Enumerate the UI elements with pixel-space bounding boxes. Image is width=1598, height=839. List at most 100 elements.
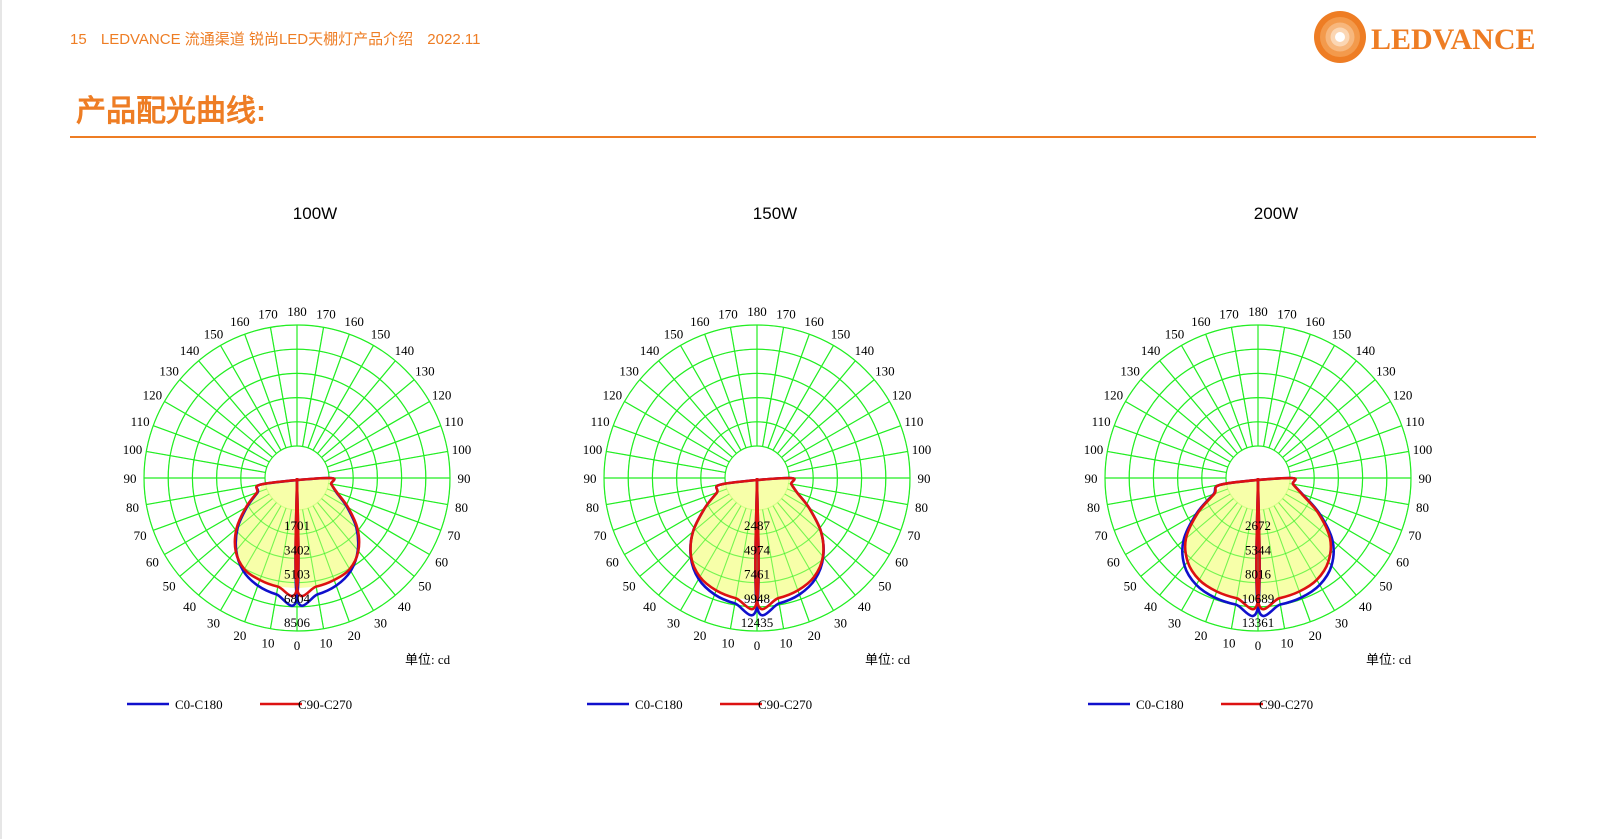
grid-spoke-overlay bbox=[772, 345, 834, 451]
grid-spoke-overlay bbox=[1114, 488, 1229, 531]
angle-label: 130 bbox=[1376, 364, 1396, 379]
angle-label: 80 bbox=[1087, 500, 1100, 515]
grid-spoke-overlay bbox=[328, 450, 448, 473]
angle-label: 160 bbox=[804, 314, 824, 329]
grid-spoke-overlay bbox=[179, 498, 273, 577]
grid-spoke-overlay bbox=[1273, 505, 1335, 611]
grid-spoke-overlay bbox=[1159, 502, 1238, 596]
angle-label: 0 bbox=[294, 638, 301, 653]
angle-label: 170 bbox=[1277, 307, 1297, 322]
grid-spoke-overlay bbox=[146, 450, 266, 473]
angle-label: 110 bbox=[131, 414, 150, 429]
grid-spoke-overlay bbox=[606, 450, 726, 473]
polar-chart-200w: 2672 5344 8016 10689 13361 0 10 10 20 20 30 30 40 40 5… bbox=[1084, 304, 1433, 712]
angle-label: 100 bbox=[912, 442, 932, 457]
grid-spoke-overlay bbox=[613, 425, 728, 468]
grid-spoke-overlay bbox=[788, 450, 908, 473]
grid-spoke-overlay bbox=[220, 345, 282, 451]
angle-label: 160 bbox=[230, 314, 250, 329]
logo-wordmark: LEDVANCE bbox=[1371, 23, 1536, 56]
grid-ring-overlay bbox=[1177, 397, 1339, 559]
angle-label: 100 bbox=[452, 442, 472, 457]
legend-label: C90-C270 bbox=[758, 697, 812, 712]
grid-spoke-overlay bbox=[777, 502, 856, 596]
polar-chart-150w: 2487 4974 7461 9948 12435 0 10 10 20 20 30 30 40 40 50… bbox=[583, 304, 932, 712]
angle-label: 100 bbox=[1084, 442, 1104, 457]
angle-label: 50 bbox=[878, 578, 891, 593]
grid-ring-overlay bbox=[1104, 324, 1412, 632]
grid-spoke-overlay bbox=[777, 360, 856, 454]
angle-label: 10 bbox=[262, 635, 275, 650]
angle-label: 10 bbox=[1280, 635, 1293, 650]
angle-label: 60 bbox=[895, 555, 908, 570]
angle-label: 90 bbox=[124, 471, 137, 486]
grid-spoke-overlay bbox=[307, 334, 350, 449]
grid-spoke-overlay bbox=[1287, 488, 1402, 531]
angle-label: 80 bbox=[1416, 500, 1429, 515]
grid-spoke-overlay bbox=[781, 379, 875, 458]
document-title: LEDVANCE 流通渠道 锐尚LED天棚灯产品介绍 bbox=[100, 31, 414, 48]
angle-label: 120 bbox=[1104, 388, 1124, 403]
ring-value-label: 9948 bbox=[744, 591, 770, 606]
chart-legend: C0-C180 C90-C270 bbox=[587, 697, 812, 712]
angle-label: 70 bbox=[594, 528, 607, 543]
header-bar: 15 LEDVANCE 流通渠道 锐尚LED天棚灯产品介绍 2022.11 bbox=[70, 28, 490, 49]
grid-spoke-overlay bbox=[1159, 360, 1238, 454]
angle-label: 90 bbox=[1085, 471, 1098, 486]
grid-spoke-overlay bbox=[1289, 450, 1409, 473]
angle-label: 30 bbox=[1168, 616, 1181, 631]
angle-label: 180 bbox=[1248, 304, 1268, 319]
angle-label: 90 bbox=[918, 471, 931, 486]
angle-label: 80 bbox=[915, 500, 928, 515]
angle-label: 170 bbox=[718, 307, 738, 322]
angle-label: 130 bbox=[875, 364, 895, 379]
angle-label: 30 bbox=[207, 616, 220, 631]
grid-spoke-overlay bbox=[1230, 509, 1253, 629]
grid-spoke-overlay bbox=[1181, 505, 1243, 611]
ring-value-label: 4974 bbox=[744, 542, 771, 557]
grid-spoke-overlay bbox=[307, 507, 350, 622]
angle-label: 40 bbox=[183, 599, 196, 614]
grid-spoke-overlay bbox=[1125, 401, 1231, 463]
angle-label: 160 bbox=[1191, 314, 1211, 329]
ring-value-label: 8016 bbox=[1245, 567, 1272, 582]
grid-spoke-overlay bbox=[153, 488, 268, 531]
grid-spoke-overlay bbox=[729, 327, 752, 447]
chart-panel-200w: 200W 2672 5344 8016 10689 13361 0 10 10 20 20 30 30… bbox=[1084, 200, 1451, 740]
grid-spoke-overlay bbox=[658, 360, 737, 454]
grid-ring-overlay bbox=[143, 324, 451, 632]
grid-spoke-overlay bbox=[1268, 334, 1311, 449]
angle-label: 150 bbox=[204, 326, 224, 341]
ring-value-label: 8506 bbox=[284, 615, 311, 630]
grid-spoke-overlay bbox=[639, 498, 733, 577]
grid-spoke-overlay bbox=[312, 505, 374, 611]
angle-label: 110 bbox=[1405, 414, 1424, 429]
ring-value-label: 5344 bbox=[1245, 542, 1272, 557]
grid-spoke-overlay bbox=[324, 493, 430, 555]
grid-spoke-overlay bbox=[639, 379, 733, 458]
grid-ring-overlay bbox=[167, 348, 427, 608]
angle-label: 0 bbox=[1255, 638, 1262, 653]
grid-spoke-overlay bbox=[1278, 360, 1357, 454]
angle-label: 180 bbox=[747, 304, 767, 319]
grid-spoke-overlay bbox=[1230, 327, 1253, 447]
legend-label: C0-C180 bbox=[635, 697, 683, 712]
grid-spoke-overlay bbox=[269, 509, 292, 629]
angle-label: 100 bbox=[1413, 442, 1433, 457]
grid-spoke-overlay bbox=[767, 507, 810, 622]
series-curve-c90-c270 bbox=[233, 476, 361, 598]
polar-chart-100w: 1701 3402 5103 6804 8506 0 10 10 20 20 30 30 40 40 50 5… bbox=[123, 304, 472, 712]
grid-spoke-overlay bbox=[624, 493, 730, 555]
grid-spoke-overlay bbox=[153, 425, 268, 468]
chart-title: 200W bbox=[1253, 204, 1299, 223]
grid-spoke-overlay bbox=[1107, 450, 1227, 473]
angle-label: 40 bbox=[1144, 599, 1157, 614]
grid-spoke-overlay bbox=[328, 483, 448, 506]
grid-spoke-overlay bbox=[244, 334, 287, 449]
grid-spoke-overlay bbox=[1273, 345, 1335, 451]
angle-label: 10 bbox=[319, 635, 332, 650]
angle-label: 50 bbox=[418, 578, 431, 593]
series-curve-c90-c270 bbox=[689, 476, 825, 611]
ring-value-label: 12435 bbox=[741, 615, 774, 630]
angle-label: 150 bbox=[664, 326, 684, 341]
